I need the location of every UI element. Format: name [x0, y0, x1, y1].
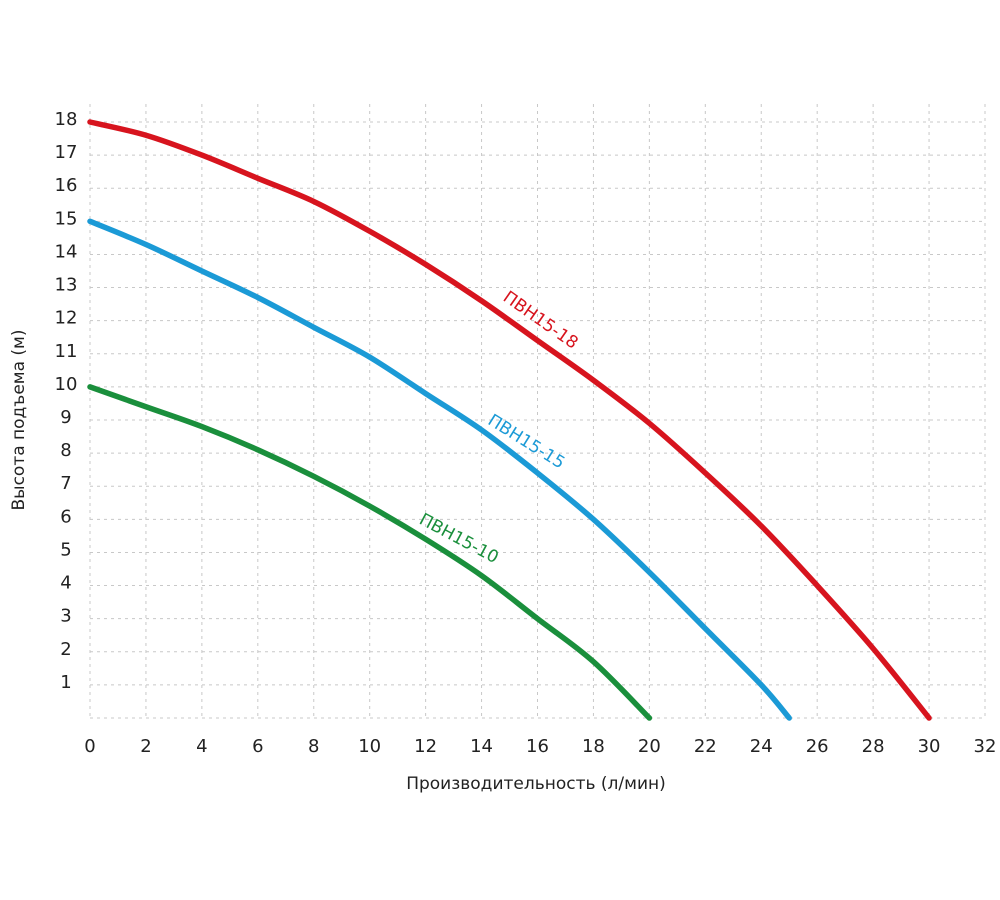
x-tick-label: 12	[414, 736, 437, 757]
y-tick-label: 15	[55, 208, 78, 229]
y-tick-label: 3	[60, 606, 71, 627]
x-tick-label: 28	[862, 736, 885, 757]
y-tick-label: 18	[55, 109, 78, 130]
x-tick-label: 8	[308, 736, 319, 757]
y-tick-label: 1	[60, 672, 71, 693]
series-line-пвн15-15	[87, 218, 792, 721]
x-tick-label: 2	[140, 736, 151, 757]
y-tick-label: 12	[55, 308, 78, 329]
series-line-пвн15-10	[87, 384, 653, 721]
series	[87, 119, 932, 721]
y-tick-label: 13	[55, 275, 78, 296]
x-tick-label: 26	[806, 736, 829, 757]
y-tick-label: 4	[60, 573, 71, 594]
y-tick-label: 8	[60, 440, 71, 461]
x-tick-label: 24	[750, 736, 773, 757]
x-tick-label: 20	[638, 736, 661, 757]
series-line-пвн15-18	[87, 119, 932, 721]
y-tick-label: 9	[60, 407, 71, 428]
y-tick-label: 7	[60, 473, 71, 494]
x-tick-label: 16	[526, 736, 549, 757]
y-tick-label: 14	[55, 241, 78, 262]
x-tick-label: 10	[358, 736, 381, 757]
y-tick-label: 6	[60, 506, 71, 527]
y-tick-label: 17	[55, 142, 78, 163]
x-tick-label: 4	[196, 736, 207, 757]
x-axis-ticks: 0 2 4 6 8 10 12 14 16 18 20 22 24 26 28 30 32	[84, 736, 996, 757]
x-tick-label: 32	[974, 736, 997, 757]
y-tick-label: 2	[60, 639, 71, 660]
y-tick-label: 5	[60, 539, 71, 560]
x-tick-label: 30	[918, 736, 941, 757]
x-tick-label: 0	[84, 736, 95, 757]
y-axis-title: Высота подъема (м)	[9, 329, 29, 510]
y-tick-label: 10	[55, 374, 78, 395]
x-axis-title: Производительность (л/мин)	[406, 774, 666, 794]
y-tick-label: 16	[55, 175, 78, 196]
x-tick-label: 22	[694, 736, 717, 757]
y-tick-label: 11	[55, 341, 78, 362]
x-tick-label: 6	[252, 736, 263, 757]
x-tick-label: 14	[470, 736, 493, 757]
x-tick-label: 18	[582, 736, 605, 757]
